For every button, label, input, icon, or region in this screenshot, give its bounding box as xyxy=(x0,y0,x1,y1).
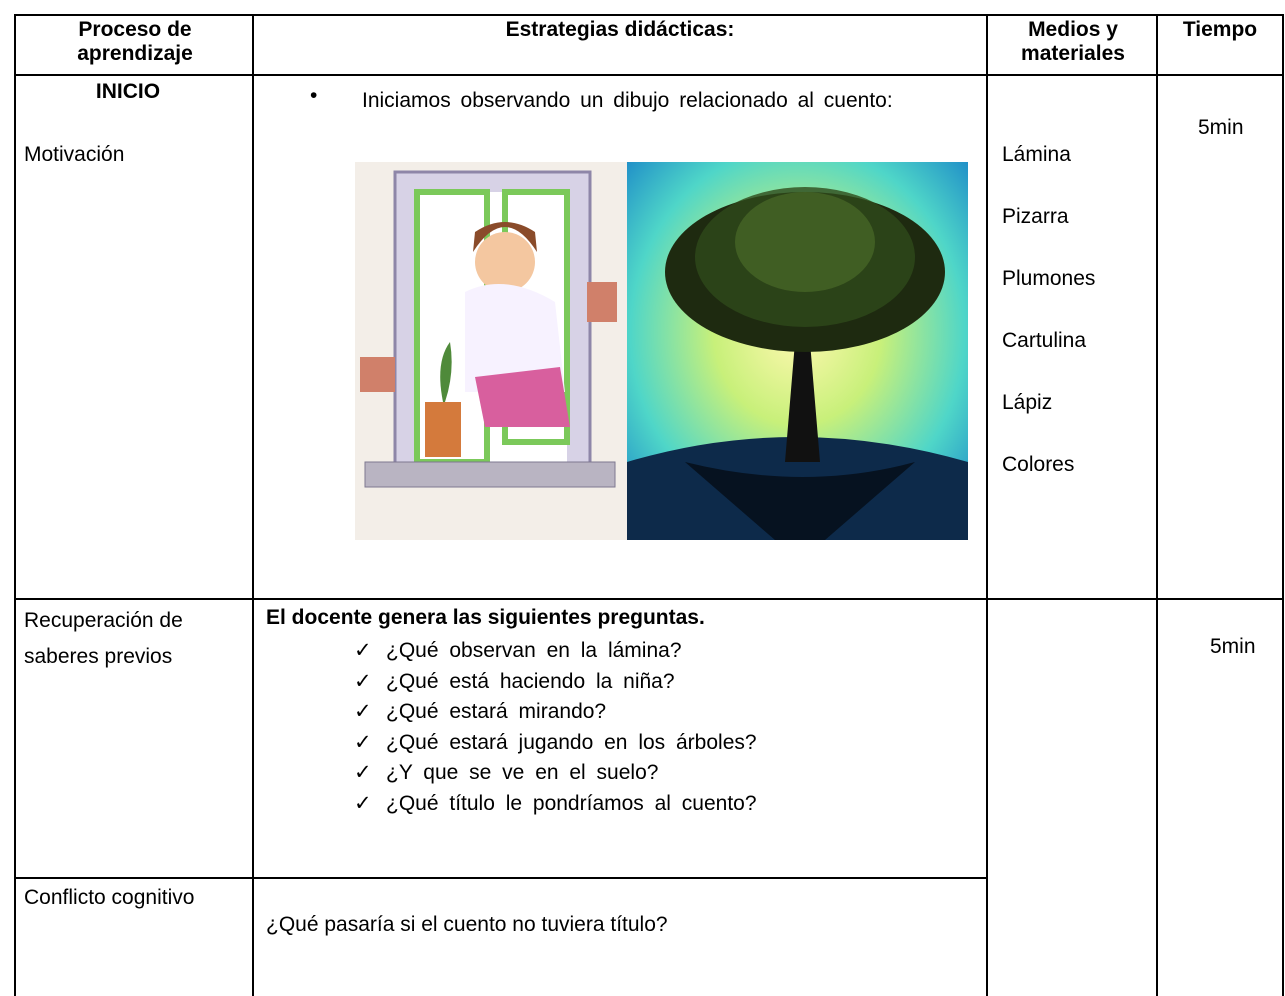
check-icon: ✓ xyxy=(354,700,372,723)
question: ¿Qué estará mirando? xyxy=(386,700,607,723)
material: Cartulina xyxy=(1002,329,1087,352)
header-cell: Proceso de aprendizaje xyxy=(77,18,193,65)
question: ¿Y que se ve en el suelo? xyxy=(386,761,659,784)
question: ¿Qué está haciendo la niña? xyxy=(386,669,675,693)
question: ¿Qué título le pondríamos al cuento? xyxy=(386,791,757,815)
check-icon: ✓ xyxy=(354,761,372,784)
border xyxy=(14,14,1284,16)
material: Lámina xyxy=(1002,143,1071,166)
material: Lápiz xyxy=(1002,391,1053,414)
check-icon: ✓ xyxy=(354,730,372,754)
process: Conflicto cognitivo xyxy=(24,886,195,909)
material: Plumones xyxy=(1002,267,1096,290)
border xyxy=(986,14,988,996)
check-icon: ✓ xyxy=(354,639,372,662)
border xyxy=(252,14,254,996)
border xyxy=(1282,14,1284,996)
border xyxy=(14,14,16,996)
question: ¿Qué observan en la lámina? xyxy=(386,639,682,662)
header-cell: Estrategias didácticas: xyxy=(505,18,735,41)
border xyxy=(14,598,1284,600)
header-cell: Tiempo xyxy=(1182,18,1258,41)
process: Motivación xyxy=(24,143,125,166)
material: Colores xyxy=(1002,453,1075,476)
question: ¿Qué estará jugando en los árboles? xyxy=(386,730,757,754)
material: Pizarra xyxy=(1002,205,1069,228)
strategy-title: El docente genera las siguientes pregunt… xyxy=(266,606,705,629)
border xyxy=(1156,14,1158,996)
check-icon: ✓ xyxy=(354,791,372,815)
stage: INICIO xyxy=(95,80,161,103)
strategy: Iniciamos observando un dibujo relaciona… xyxy=(362,89,893,112)
time: 5min xyxy=(1210,635,1256,658)
border xyxy=(14,74,1284,76)
process: Recuperación de saberes previos xyxy=(24,609,183,668)
time: 5min xyxy=(1198,116,1244,139)
border xyxy=(14,877,988,879)
strategy: ¿Qué pasaría si el cuento no tuviera tít… xyxy=(266,913,668,936)
bullet: • xyxy=(310,84,318,107)
illustration xyxy=(355,162,968,540)
header-cell: Medios y materiales xyxy=(1021,18,1125,65)
check-icon: ✓ xyxy=(354,669,372,693)
